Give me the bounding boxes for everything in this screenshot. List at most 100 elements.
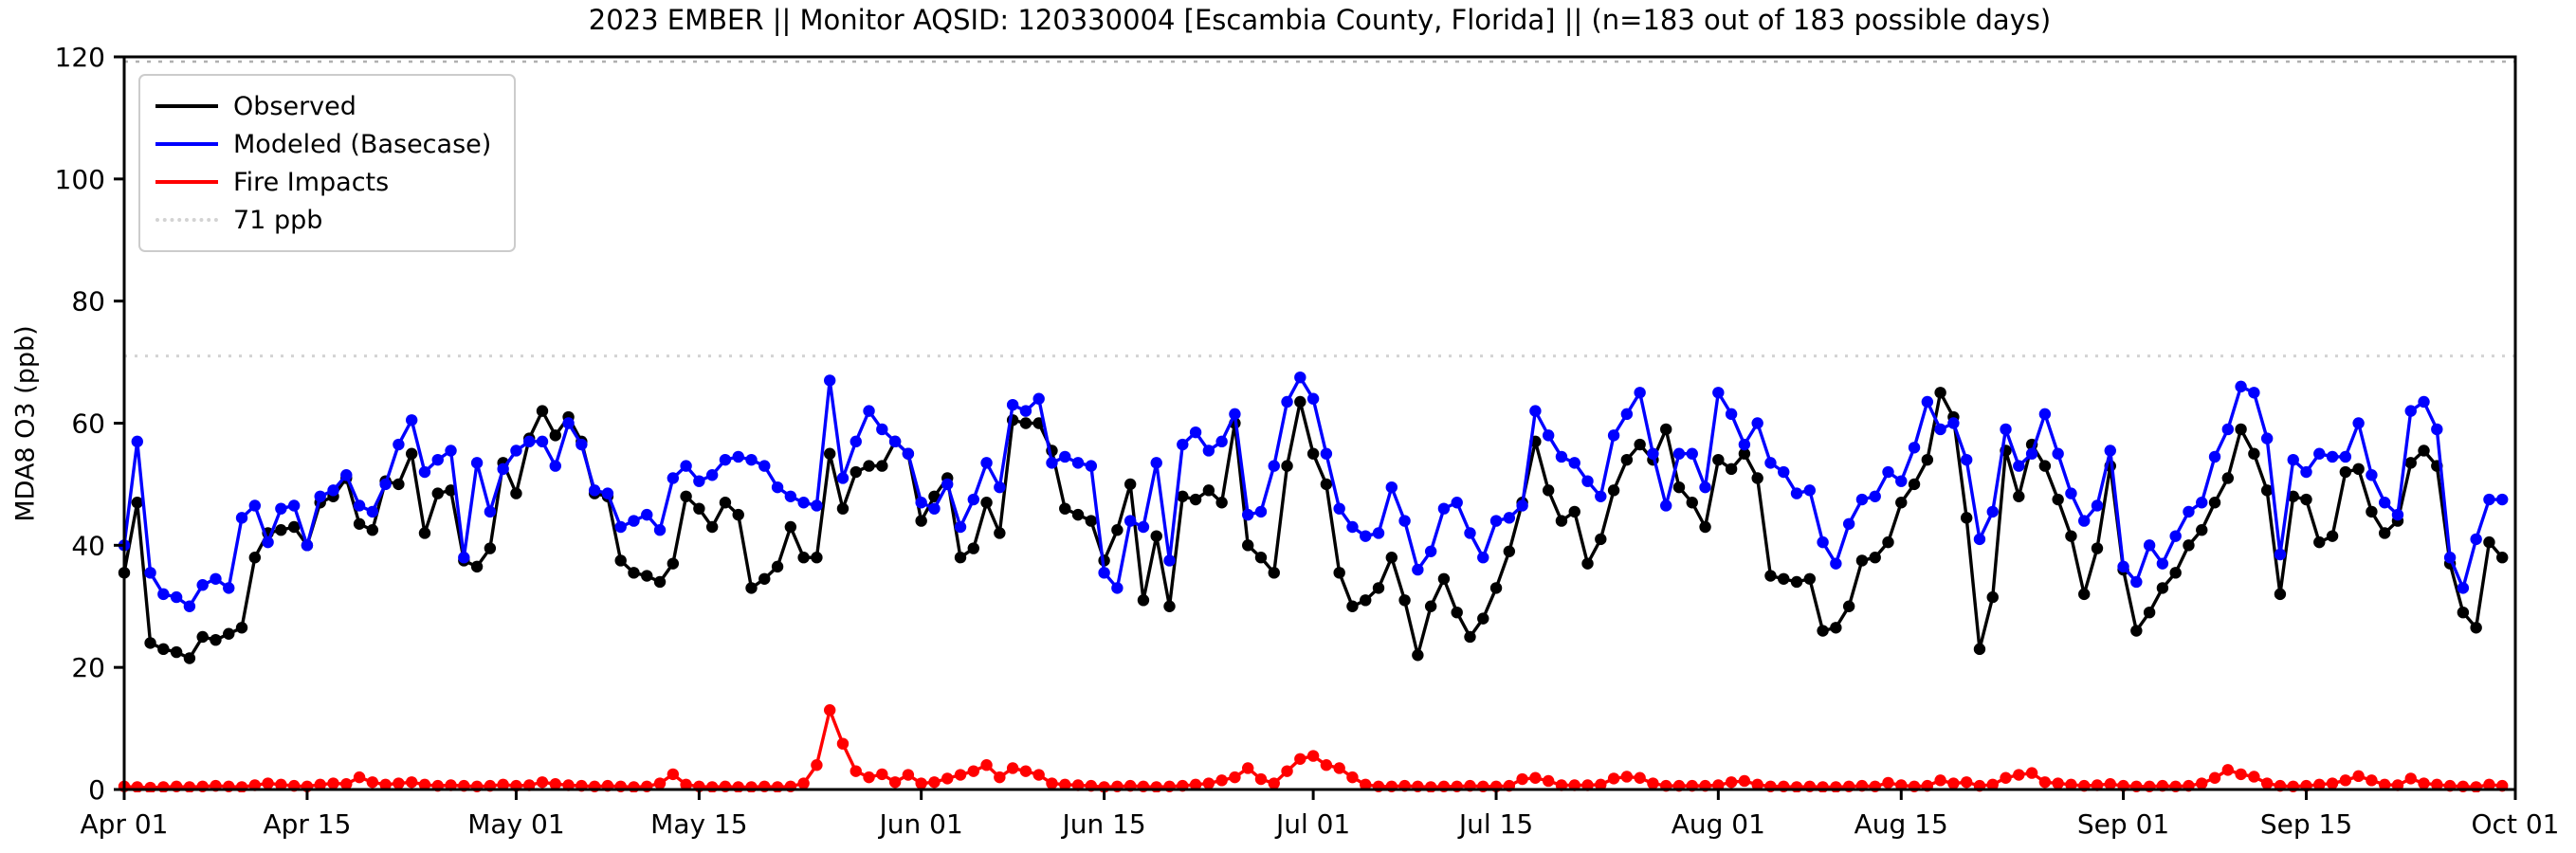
data-point	[549, 778, 561, 790]
data-point	[836, 502, 850, 515]
data-point	[575, 438, 588, 451]
data-point	[2313, 447, 2326, 460]
data-point	[510, 445, 522, 457]
data-point	[353, 771, 366, 784]
data-point	[497, 463, 509, 476]
data-point	[1869, 490, 1881, 502]
x-axis-ticks: Apr 01 Apr 15 May 01 May 15 Jun 01 Jun 15 Jul …	[81, 789, 2559, 840]
data-point	[1046, 777, 1058, 789]
data-point	[1817, 535, 1829, 549]
data-point	[680, 460, 692, 472]
data-point	[1869, 552, 1881, 564]
data-point	[144, 637, 156, 649]
data-point	[523, 435, 536, 448]
data-point	[850, 435, 862, 448]
data-point	[1163, 554, 1176, 567]
data-point	[2183, 539, 2195, 552]
data-point	[2196, 524, 2208, 536]
data-point	[170, 645, 183, 659]
chart-title: 2023 EMBER || Monitor AQSID: 120330004 […	[588, 4, 2052, 36]
y-tick-label: 100	[55, 164, 105, 195]
data-point	[1059, 778, 1071, 791]
data-point	[1647, 447, 1659, 460]
data-point	[2208, 771, 2221, 784]
data-point	[836, 737, 850, 750]
data-point	[967, 542, 979, 554]
data-point	[2221, 472, 2235, 484]
data-point	[1398, 515, 1411, 527]
data-point	[705, 469, 719, 481]
data-point	[850, 465, 862, 479]
data-point	[536, 776, 549, 789]
data-point	[1555, 450, 1568, 463]
data-point	[1281, 395, 1293, 408]
data-point	[2404, 772, 2417, 785]
data-point	[1189, 493, 1202, 506]
x-tick-label: Jun 01	[878, 808, 963, 840]
data-point	[1489, 582, 1503, 594]
data-point	[470, 457, 484, 469]
data-point	[771, 481, 784, 494]
data-point	[1071, 508, 1085, 521]
data-point	[223, 627, 235, 640]
data-point	[967, 765, 979, 777]
data-point	[131, 781, 143, 792]
data-point	[262, 535, 274, 549]
data-point	[2038, 776, 2052, 789]
data-point	[275, 502, 287, 515]
data-point	[2300, 493, 2312, 506]
data-point	[680, 778, 692, 791]
data-point	[1738, 447, 1751, 460]
data-point	[836, 472, 850, 484]
data-point	[2143, 539, 2156, 552]
data-point	[2156, 582, 2169, 594]
data-point	[1215, 497, 1228, 509]
data-point	[823, 447, 836, 460]
data-point	[393, 438, 405, 451]
data-point	[235, 781, 248, 792]
data-point	[2431, 778, 2443, 791]
data-point	[1607, 484, 1620, 497]
data-point	[1464, 630, 1476, 644]
data-point	[823, 374, 836, 387]
data-point	[2443, 552, 2457, 564]
data-point	[1229, 408, 1241, 421]
data-point	[1986, 505, 1999, 518]
data-point	[771, 560, 784, 573]
data-point	[157, 588, 170, 601]
data-point	[2339, 450, 2352, 463]
data-point	[1398, 594, 1411, 607]
data-point	[2183, 505, 2195, 518]
data-point	[1503, 545, 1516, 557]
data-point	[863, 771, 875, 784]
legend-item-modeled-basecase: Modeled (Basecase)	[155, 125, 491, 163]
data-point	[314, 778, 326, 791]
data-point	[1281, 460, 1293, 472]
data-point	[1672, 481, 1686, 494]
data-point	[2391, 508, 2404, 521]
data-point	[418, 465, 431, 479]
data-point	[1294, 753, 1306, 765]
legend-line-sample	[155, 180, 218, 184]
data-point	[863, 460, 875, 472]
data-point	[196, 630, 209, 644]
data-point	[1150, 457, 1162, 469]
x-tick-label: Jul 15	[1457, 808, 1533, 840]
data-point	[1830, 557, 1842, 570]
data-point	[1725, 463, 1738, 476]
data-point	[1764, 457, 1777, 469]
data-point	[1464, 527, 1476, 539]
data-point	[1855, 493, 1869, 506]
data-point	[693, 475, 705, 487]
data-point	[2287, 453, 2299, 466]
data-point	[1738, 774, 1751, 788]
data-point	[1346, 600, 1359, 612]
data-point	[2404, 405, 2417, 417]
data-point	[2248, 387, 2260, 399]
data-point	[287, 499, 301, 512]
data-point	[183, 652, 196, 664]
data-point	[888, 776, 902, 789]
data-point	[876, 423, 888, 436]
data-point	[1686, 497, 1698, 509]
data-point	[235, 512, 248, 524]
